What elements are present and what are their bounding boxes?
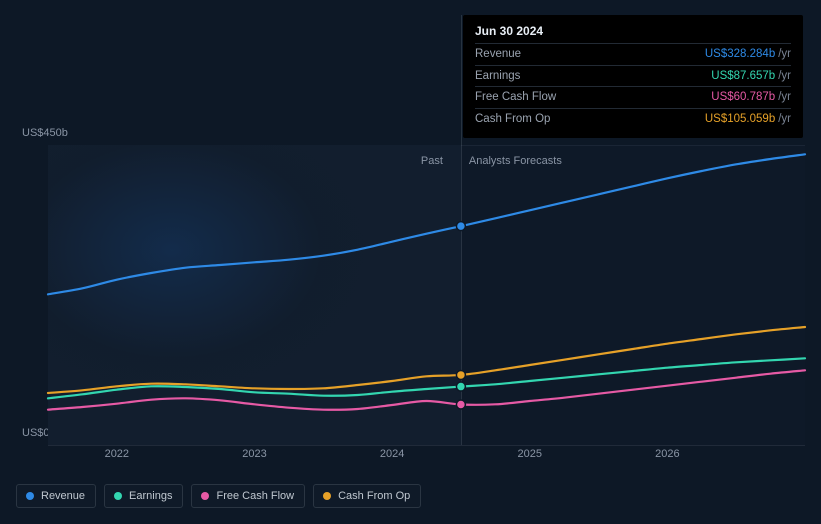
legend-label: Cash From Op	[338, 490, 410, 502]
tooltip-metric-unit: /yr	[778, 91, 791, 103]
tooltip-metric-value: US$60.787b	[711, 91, 775, 103]
tooltip-row: Revenue US$328.284b/yr	[475, 43, 791, 65]
legend-color-dot	[323, 492, 331, 500]
series-line-earnings	[48, 358, 805, 398]
tooltip-metric-unit: /yr	[778, 70, 791, 82]
legend-color-dot	[201, 492, 209, 500]
tooltip-row: Free Cash Flow US$60.787b/yr	[475, 86, 791, 108]
series-marker-cfo	[456, 370, 465, 379]
legend-item[interactable]: Free Cash Flow	[191, 484, 305, 508]
legend-label: Earnings	[129, 490, 172, 502]
x-tick: 2023	[242, 448, 266, 460]
tooltip-metric-unit: /yr	[778, 48, 791, 60]
tooltip-metric-value: US$87.657b	[711, 70, 775, 82]
tooltip-metric-label: Revenue	[475, 46, 521, 63]
series-marker-earnings	[456, 382, 465, 391]
x-tick: 2026	[655, 448, 679, 460]
tooltip-row: Cash From Op US$105.059b/yr	[475, 108, 791, 130]
x-tick: 2024	[380, 448, 404, 460]
chart-svg	[48, 145, 805, 445]
legend: Revenue Earnings Free Cash Flow Cash From O…	[16, 484, 421, 508]
tooltip-metric-value: US$105.059b	[705, 113, 775, 125]
tooltip-metric-label: Cash From Op	[475, 111, 550, 128]
series-marker-revenue	[456, 222, 465, 231]
tooltip-date: Jun 30 2024	[475, 24, 791, 43]
tooltip-metric-label: Free Cash Flow	[475, 89, 556, 106]
legend-label: Revenue	[41, 490, 85, 502]
hover-tooltip: Jun 30 2024 RevenueUS$328.284b/yrEarning…	[463, 15, 803, 138]
series-marker-fcf	[456, 400, 465, 409]
tooltip-row: Earnings US$87.657b/yr	[475, 65, 791, 87]
legend-label: Free Cash Flow	[216, 490, 294, 502]
legend-item[interactable]: Cash From Op	[313, 484, 421, 508]
legend-item[interactable]: Earnings	[104, 484, 183, 508]
legend-color-dot	[114, 492, 122, 500]
y-axis-label-max: US$450b	[22, 127, 68, 139]
legend-color-dot	[26, 492, 34, 500]
series-line-revenue	[48, 154, 805, 294]
x-tick: 2025	[517, 448, 541, 460]
x-tick: 2022	[105, 448, 129, 460]
x-axis: 2022 2023 2024 2025 2026	[48, 448, 805, 468]
tooltip-metric-unit: /yr	[778, 113, 791, 125]
legend-item[interactable]: Revenue	[16, 484, 96, 508]
tooltip-metric-value: US$328.284b	[705, 48, 775, 60]
tooltip-metric-label: Earnings	[475, 68, 520, 85]
gridline-bottom	[48, 445, 805, 446]
y-axis-label-min: US$0	[22, 427, 50, 439]
